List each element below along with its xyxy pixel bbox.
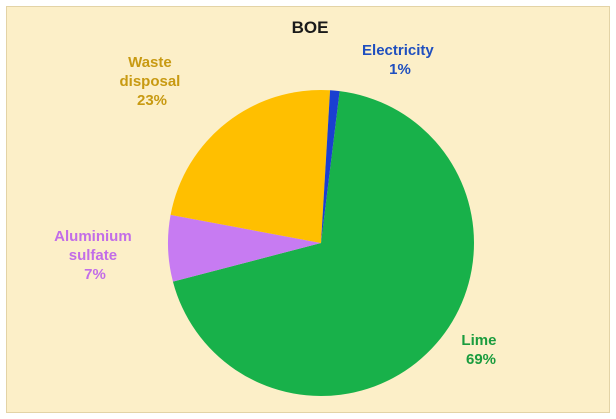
pie-slices [167, 90, 474, 396]
lime-label: Lime 69% [461, 332, 500, 368]
electricity-label-line1: Electricity [362, 42, 434, 59]
aluminium-sulfate-label: Aluminium sulfate 7% [54, 228, 136, 283]
pie-slice-waste-disposal [170, 90, 331, 243]
aluminium-sulfate-label-line1: Aluminium [54, 228, 132, 245]
pie-slice-electricity [321, 90, 340, 244]
pie-slice-lime [172, 91, 474, 396]
waste-disposal-label-line1: Waste [128, 54, 172, 71]
aluminium-sulfate-label-line2: sulfate [69, 247, 117, 264]
pie-chart: BOE Waste disposal 23% Electricity 1% Al… [54, 18, 500, 396]
chart-frame: BOE Waste disposal 23% Electricity 1% Al… [6, 6, 610, 413]
electricity-label: Electricity 1% [362, 42, 438, 78]
waste-disposal-label: Waste disposal 23% [119, 54, 184, 109]
electricity-percent: 1% [389, 61, 411, 78]
pie-slice-aluminium-sulfate [167, 214, 321, 282]
lime-label-line1: Lime [461, 332, 496, 349]
waste-disposal-percent: 23% [137, 92, 167, 109]
chart-title: BOE [292, 18, 329, 37]
aluminium-sulfate-percent: 7% [84, 266, 106, 283]
waste-disposal-label-line2: disposal [119, 73, 180, 90]
lime-percent: 69% [466, 351, 496, 368]
